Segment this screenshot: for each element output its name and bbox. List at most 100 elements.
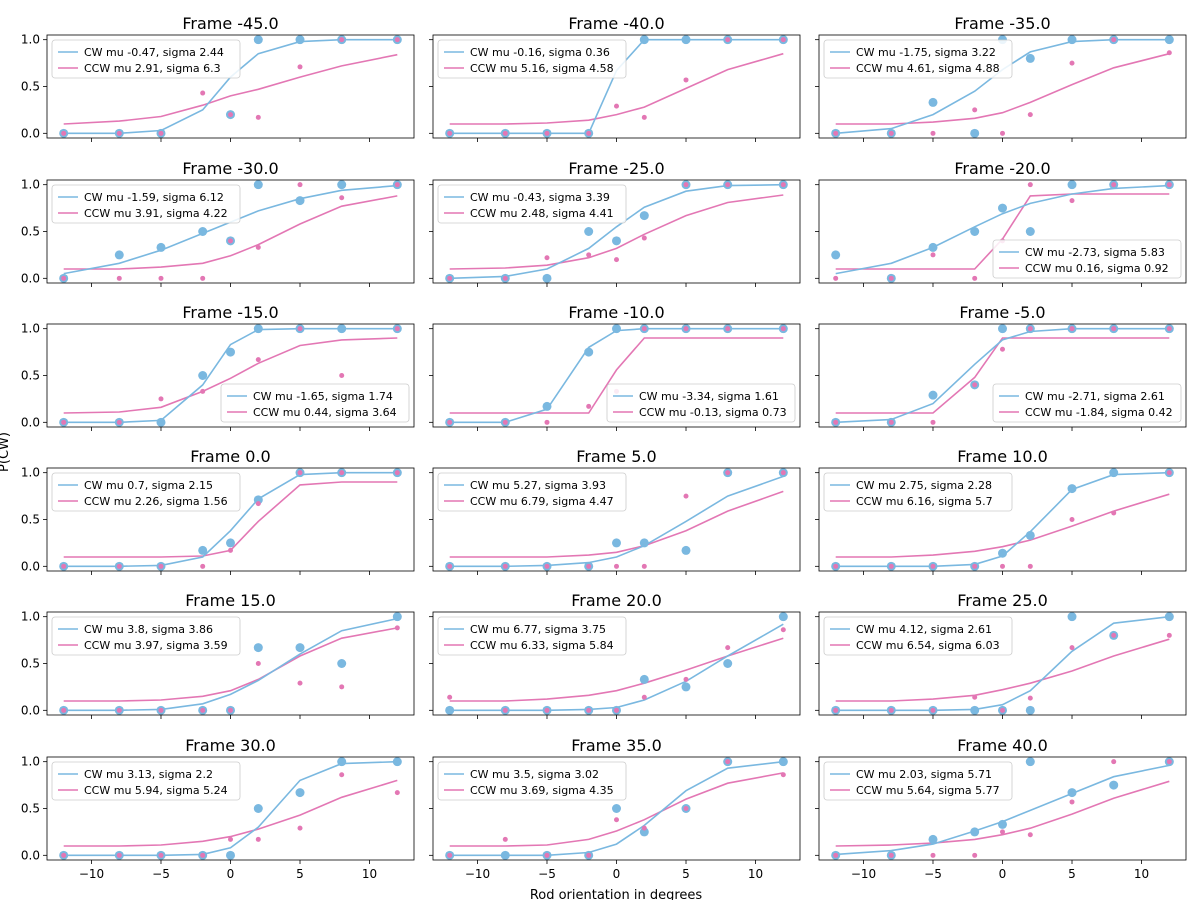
ccw-data-point xyxy=(502,563,508,569)
legend-entry-cw: CW mu -0.43, sigma 3.39 xyxy=(470,191,610,204)
ccw-fit-line xyxy=(835,638,1170,702)
y-tick-label: 0.5 xyxy=(21,225,40,239)
ccw-fit-line xyxy=(63,779,398,847)
cw-data-point xyxy=(295,788,305,798)
legend-entry-ccw: CCW mu 6.33, sigma 5.84 xyxy=(470,639,614,652)
ccw-data-point xyxy=(255,114,261,120)
legend-box xyxy=(51,184,241,224)
ccw-data-point xyxy=(544,419,550,425)
ccw-data-point xyxy=(255,501,261,507)
cw-fit-line xyxy=(63,760,398,857)
legend-entry-ccw: CCW mu 2.91, sigma 6.3 xyxy=(84,62,221,75)
cw-data-point xyxy=(542,401,552,411)
ccw-fit-line xyxy=(63,195,398,270)
cw-data-point xyxy=(295,643,305,653)
subplot-title: Frame -30.0 xyxy=(182,159,278,178)
cw-data-point xyxy=(970,128,980,138)
subplot-title: Frame 25.0 xyxy=(957,591,1048,610)
cw-data-point xyxy=(198,371,208,380)
y-tick-label: 0.0 xyxy=(21,559,40,573)
ccw-data-point xyxy=(725,37,731,43)
subplot-title: Frame 40.0 xyxy=(957,736,1048,755)
cw-fit-line xyxy=(449,475,784,568)
ccw-data-point xyxy=(297,326,303,332)
ccw-fit-line xyxy=(449,194,784,270)
ccw-data-point xyxy=(116,275,122,281)
legend-entry-cw: CW mu 3.13, sigma 2.2 xyxy=(84,768,213,781)
cw-data-point xyxy=(681,545,691,555)
legend: CW mu 2.03, sigma 5.71 CCW mu 5.64, sigma… xyxy=(823,761,1013,801)
legend-entry-ccw: CCW mu -0.13, sigma 0.73 xyxy=(639,406,787,419)
cw-data-point xyxy=(998,203,1007,213)
ccw-data-point xyxy=(339,470,345,476)
axes-frame xyxy=(432,611,801,716)
ccw-data-point xyxy=(228,547,233,553)
ccw-data-point xyxy=(586,130,592,136)
ccw-data-point xyxy=(725,182,731,188)
legend-entry-cw: CW mu -0.16, sigma 0.36 xyxy=(470,46,610,59)
subplot-panel: Frame -20.0 CW mu -2.73, sigma 5.83 CCW mu… xyxy=(815,159,1187,287)
x-axis-label: Rod orientation in degrees xyxy=(530,888,703,900)
ccw-data-point xyxy=(780,470,786,476)
ccw-data-point xyxy=(297,470,303,476)
legend-entry-ccw: CCW mu 2.48, sigma 4.41 xyxy=(470,207,614,220)
ccw-data-point xyxy=(833,852,839,858)
x-tick-label: 0 xyxy=(227,867,235,881)
ccw-data-point xyxy=(1166,759,1172,765)
legend-box xyxy=(992,383,1182,423)
legend-box xyxy=(437,39,627,79)
subplot-panel: Frame -15.0 0.0 0.5 1.0 CW mu -1.65, sigma 1… xyxy=(21,303,415,431)
cw-data-point xyxy=(639,35,649,45)
legend-entry-cw: CW mu -1.59, sigma 6.12 xyxy=(84,191,224,204)
ccw-data-point xyxy=(833,275,839,281)
legend-box xyxy=(823,616,1013,656)
ccw-data-point xyxy=(339,195,345,201)
cw-data-point xyxy=(1067,484,1077,494)
legend-box xyxy=(992,239,1182,279)
legend-entry-cw: CW mu -1.65, sigma 1.74 xyxy=(253,390,393,403)
ccw-data-point xyxy=(683,77,689,83)
legend-box xyxy=(437,184,627,224)
ccw-data-point xyxy=(544,255,550,261)
cw-data-point xyxy=(584,227,594,236)
subplot-panel: Frame -25.0 CW mu -0.43, sigma 3.39 CCW mu… xyxy=(429,159,801,287)
legend-entry-ccw: CCW mu 3.69, sigma 4.35 xyxy=(470,784,614,797)
ccw-data-point xyxy=(297,680,303,686)
cw-data-point xyxy=(639,538,649,548)
cw-data-point xyxy=(723,659,733,668)
ccw-data-point xyxy=(1000,707,1005,713)
x-tick-label: 10 xyxy=(1134,867,1149,881)
cw-data-point xyxy=(1025,227,1035,236)
legend: CW mu -2.71, sigma 2.61 CCW mu -1.84, sig… xyxy=(992,383,1182,423)
ccw-data-point xyxy=(255,357,261,363)
ccw-data-point xyxy=(930,707,936,713)
ccw-data-point xyxy=(972,382,978,388)
ccw-data-point xyxy=(228,707,233,713)
legend-entry-cw: CW mu 3.8, sigma 3.86 xyxy=(84,623,213,636)
ccw-data-point xyxy=(200,852,206,858)
axes-frame xyxy=(818,756,1187,861)
y-axis-label: P(CW) xyxy=(0,432,12,472)
ccw-data-point xyxy=(158,563,164,569)
ccw-data-point xyxy=(1069,517,1075,522)
ccw-data-point xyxy=(544,852,550,858)
cw-data-point xyxy=(198,227,208,236)
axes-frame xyxy=(818,323,1187,428)
subplot-panel: Frame 40.0 −10 −5 0 5 10 CW mu 2.03, sigma 5.7… xyxy=(815,736,1187,881)
ccw-data-point xyxy=(972,275,978,281)
y-tick-label: 0.0 xyxy=(21,126,40,140)
ccw-data-point xyxy=(930,852,936,858)
ccw-data-point xyxy=(1027,563,1033,569)
cw-data-point xyxy=(156,417,166,427)
cw-fit-line xyxy=(835,615,1170,712)
legend-entry-cw: CW mu 0.7, sigma 2.15 xyxy=(84,479,213,492)
x-tick-label: −5 xyxy=(924,867,942,881)
ccw-data-point xyxy=(1166,182,1172,188)
ccw-data-point xyxy=(447,419,453,425)
ccw-data-point xyxy=(1027,326,1033,332)
ccw-data-point xyxy=(780,772,786,778)
ccw-data-point xyxy=(972,107,978,113)
ccw-data-point xyxy=(641,563,647,569)
ccw-data-point xyxy=(394,37,400,43)
ccw-fit-line xyxy=(449,490,784,558)
